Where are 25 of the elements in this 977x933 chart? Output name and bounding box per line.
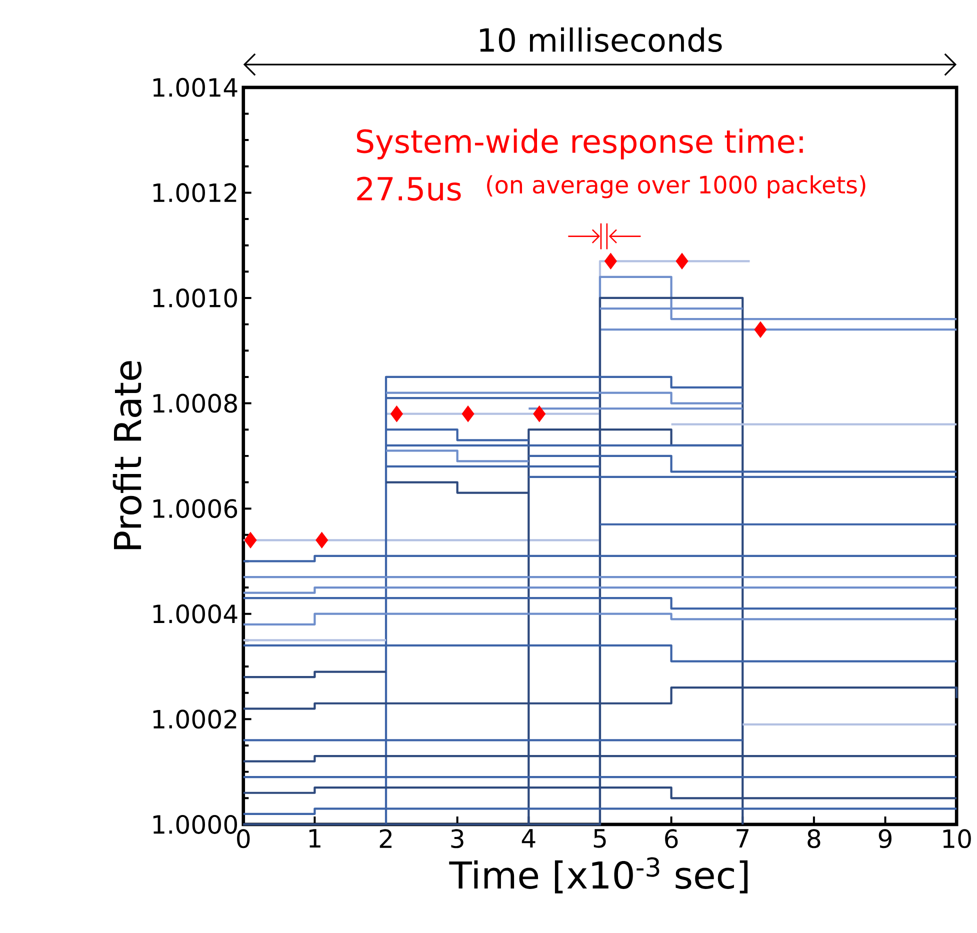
x-tick-label: 0 [237, 829, 250, 848]
x-tick-label: 10 [943, 829, 971, 848]
y-tick-label: 1.0000 [153, 815, 237, 834]
y-tick-label: 1.0012 [153, 183, 236, 202]
x-tick-label: 5 [594, 829, 606, 848]
x-axis-title: Time [x10$^{-3}$ sec] [449, 857, 748, 894]
x-tick-label: 1 [309, 829, 320, 848]
y-tick-label: 1.0014 [153, 78, 238, 98]
y-tick-label: 1.0006 [153, 499, 238, 518]
y-tick-label: 1.0002 [153, 710, 236, 729]
annotation: System-wide response time: [356, 128, 803, 160]
x-tick-label: 7 [736, 829, 748, 848]
text: 10 milliseconds [480, 28, 722, 52]
y-tick-label: 1.0008 [153, 394, 237, 413]
y-tick-label: 1.0004 [153, 604, 238, 624]
y-tick-label: 1.0010 [153, 288, 237, 308]
x-tick-label: 2 [380, 829, 392, 848]
annotation: 27.5us [357, 176, 461, 201]
x-tick-label: 8 [808, 829, 820, 848]
annotation: (on average over 1000 packets) [487, 175, 866, 198]
x-tick-label: 4 [522, 829, 536, 848]
x-tick-label: 3 [451, 829, 464, 848]
x-tick-label: 6 [665, 829, 678, 848]
y-axis-title: Profit Rate [112, 361, 142, 550]
x-tick-label: 9 [878, 829, 892, 848]
